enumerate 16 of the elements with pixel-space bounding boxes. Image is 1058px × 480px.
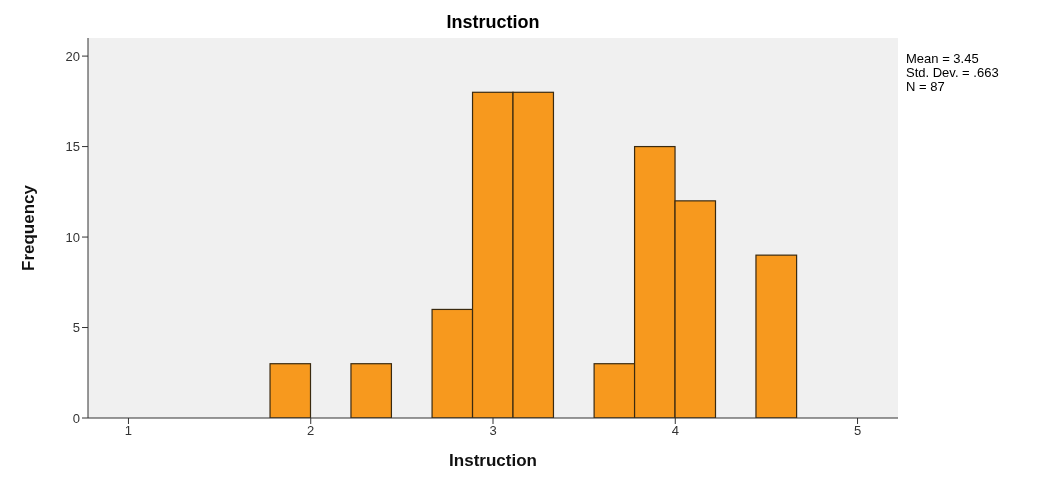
x-axis-title: Instruction: [449, 451, 537, 470]
y-tick-label: 5: [72, 320, 80, 336]
y-tick-label: 0: [72, 410, 80, 426]
y-tick-label: 15: [65, 139, 80, 155]
x-tick-label: 3: [489, 423, 497, 439]
text: N = 87: [906, 79, 946, 94]
text: Mean = 3.45: [906, 51, 980, 66]
y-tick-label: 10: [65, 229, 80, 245]
x-tick-label: 2: [307, 423, 315, 439]
y-tick-label: 20: [65, 48, 80, 64]
chart-title: Instruction: [445, 12, 541, 33]
x-tick-label: 1: [124, 423, 133, 439]
x-tick-label: 5: [853, 423, 862, 439]
text: Std. Dev. = .663: [906, 65, 999, 80]
y-axis-title: Frequency: [19, 184, 39, 271]
x-tick-label: 4: [671, 423, 679, 439]
